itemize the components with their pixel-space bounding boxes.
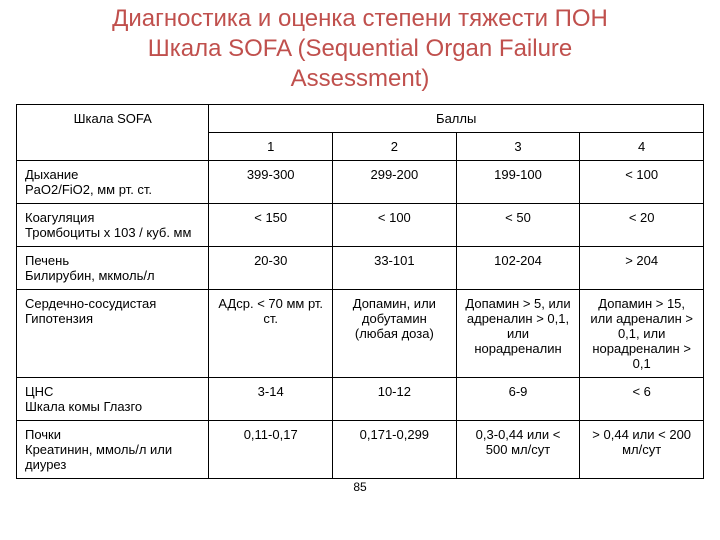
row-label: ЦНСШкала комы Глазго — [17, 378, 209, 421]
table-body: ДыханиеPaO2/FiO2, мм рт. ст.399-300299-2… — [17, 161, 704, 479]
row-label-line2: Креатинин, ммоль/л или диурез — [25, 442, 200, 472]
row-label: КоагуляцияТромбоциты х 103 / куб. мм — [17, 204, 209, 247]
cell-value: 399-300 — [209, 161, 333, 204]
cell-value: 299-200 — [333, 161, 457, 204]
header-scale: Шкала SOFA — [17, 105, 209, 161]
cell-value: 0,3-0,44 или < 500 мл/сут — [456, 421, 580, 479]
cell-value: 0,11-0,17 — [209, 421, 333, 479]
row-label-line1: Сердечно-сосудистая — [25, 296, 200, 311]
table-row: ЦНСШкала комы Глазго3-1410-126-9< 6 — [17, 378, 704, 421]
title-line-3: Assessment) — [291, 65, 430, 92]
cell-value: 6-9 — [456, 378, 580, 421]
cell-value: 199-100 — [456, 161, 580, 204]
cell-value: 0,171-0,299 — [333, 421, 457, 479]
row-label: Сердечно-сосудистаяГипотензия — [17, 290, 209, 378]
row-label-line2: Гипотензия — [25, 311, 200, 326]
header-col-1: 1 — [209, 133, 333, 161]
row-label-line1: Почки — [25, 427, 200, 442]
cell-value: Допамин > 5, или адреналин > 0,1, или но… — [456, 290, 580, 378]
table-row: КоагуляцияТромбоциты х 103 / куб. мм< 15… — [17, 204, 704, 247]
row-label-line2: Шкала комы Глазго — [25, 399, 200, 414]
cell-value: АДср. < 70 мм рт. ст. — [209, 290, 333, 378]
row-label-line1: Коагуляция — [25, 210, 200, 225]
row-label-line1: Дыхание — [25, 167, 200, 182]
table-row: ПеченьБилирубин, мкмоль/л20-3033-101102-… — [17, 247, 704, 290]
table-row: ДыханиеPaO2/FiO2, мм рт. ст.399-300299-2… — [17, 161, 704, 204]
cell-value: Допамин > 15, или адреналин > 0,1, или н… — [580, 290, 704, 378]
row-label: ДыханиеPaO2/FiO2, мм рт. ст. — [17, 161, 209, 204]
row-label-line1: ЦНС — [25, 384, 200, 399]
title-line-1: Диагностика и оценка степени тяжести ПОН — [112, 5, 608, 32]
cell-value: < 20 — [580, 204, 704, 247]
header-col-3: 3 — [456, 133, 580, 161]
table-header-row-1: Шкала SOFA Баллы — [17, 105, 704, 133]
row-label: ПочкиКреатинин, ммоль/л или диурез — [17, 421, 209, 479]
row-label-line2: Тромбоциты х 103 / куб. мм — [25, 225, 200, 240]
cell-value: 33-101 — [333, 247, 457, 290]
slide: Диагностика и оценка степени тяжести ПОН… — [0, 0, 720, 540]
table-row: ПочкиКреатинин, ммоль/л или диурез0,11-0… — [17, 421, 704, 479]
header-col-4: 4 — [580, 133, 704, 161]
cell-value: 3-14 — [209, 378, 333, 421]
cell-value: 20-30 — [209, 247, 333, 290]
cell-value: < 150 — [209, 204, 333, 247]
title-line-2: Шкала SOFA (Sequential Organ Failure — [148, 35, 573, 62]
row-label-line2: Билирубин, мкмоль/л — [25, 268, 200, 283]
cell-value: > 0,44 или < 200 мл/сут — [580, 421, 704, 479]
cell-value: 102-204 — [456, 247, 580, 290]
cell-value: < 50 — [456, 204, 580, 247]
row-label-line2: PaO2/FiO2, мм рт. ст. — [25, 182, 200, 197]
sofa-table: Шкала SOFA Баллы 1 2 3 4 ДыханиеPaO2/FiO… — [16, 104, 704, 479]
slide-title: Диагностика и оценка степени тяжести ПОН… — [16, 4, 704, 94]
cell-value: < 100 — [333, 204, 457, 247]
sofa-table-container: Шкала SOFA Баллы 1 2 3 4 ДыханиеPaO2/FiO… — [16, 104, 704, 479]
cell-value: < 100 — [580, 161, 704, 204]
table-row: Сердечно-сосудистаяГипотензияАДср. < 70 … — [17, 290, 704, 378]
cell-value: < 6 — [580, 378, 704, 421]
header-col-2: 2 — [333, 133, 457, 161]
header-points: Баллы — [209, 105, 704, 133]
row-label: ПеченьБилирубин, мкмоль/л — [17, 247, 209, 290]
page-number: 85 — [0, 480, 720, 494]
row-label-line1: Печень — [25, 253, 200, 268]
cell-value: Допамин, или добутамин (любая доза) — [333, 290, 457, 378]
cell-value: 10-12 — [333, 378, 457, 421]
cell-value: > 204 — [580, 247, 704, 290]
